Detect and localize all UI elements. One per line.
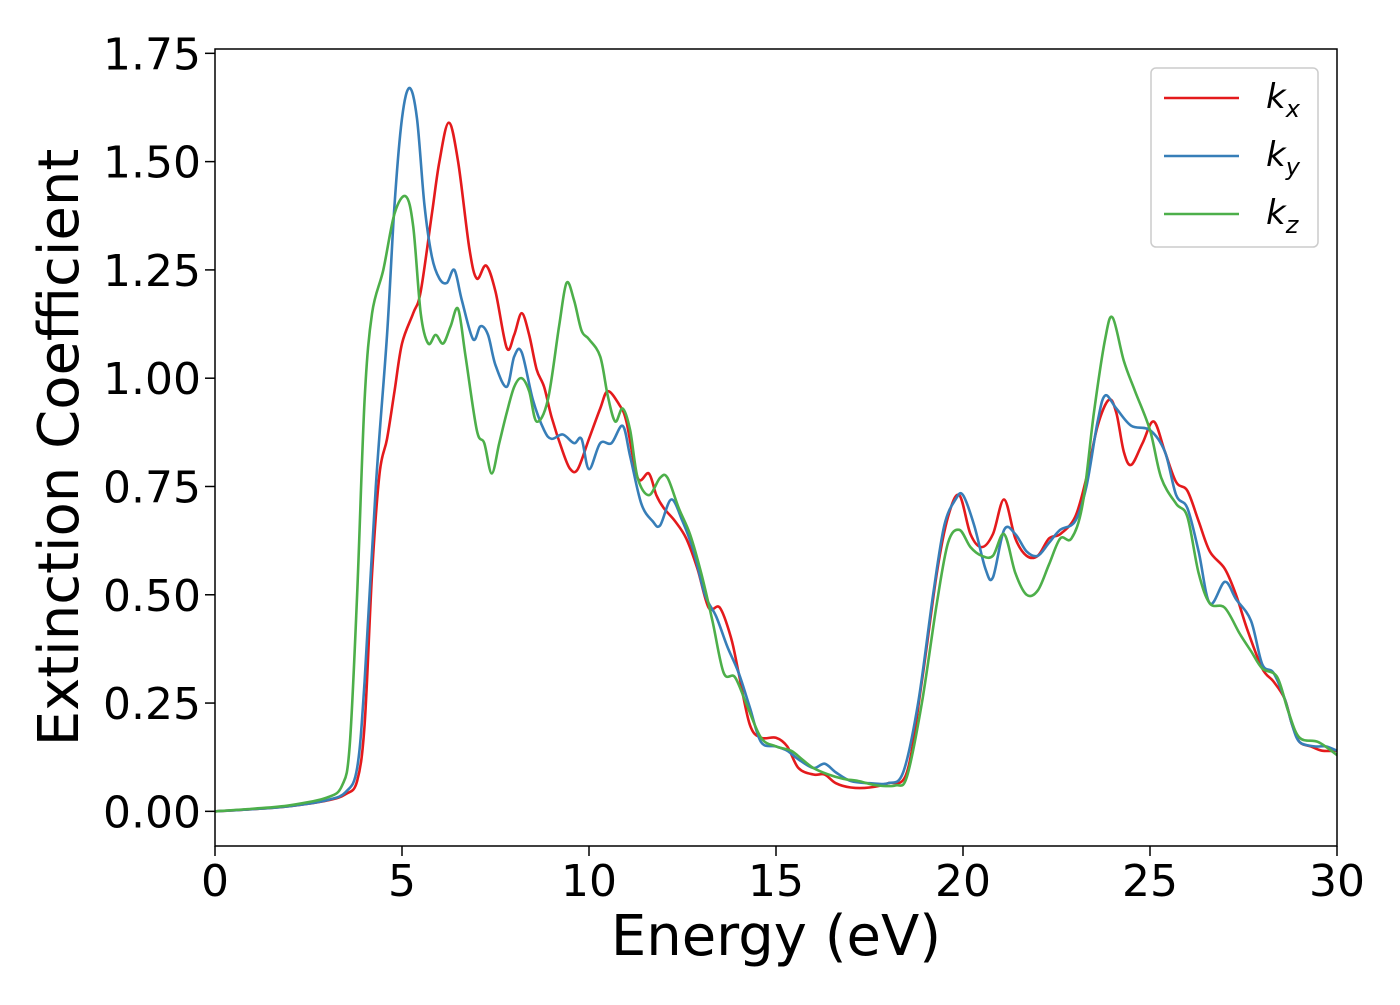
- legend-label-y: ky: [1266, 135, 1301, 181]
- series-line-y: [215, 86, 1337, 813]
- x-tick-label: 0: [201, 856, 229, 907]
- y-tick-label: 1.75: [103, 29, 201, 80]
- y-tick-label: 0.75: [103, 462, 201, 513]
- legend-frame: [1150, 67, 1319, 248]
- series-line-z: [215, 194, 1337, 813]
- x-axis-label: Energy (eV): [611, 904, 941, 969]
- x-tick-label: 25: [1122, 856, 1178, 907]
- y-axis-label: Extinction Coefficient: [27, 149, 92, 747]
- x-tick-label: 10: [561, 856, 617, 907]
- legend-label-x: kx: [1266, 77, 1301, 123]
- x-tick-label: 20: [935, 856, 991, 907]
- y-tick-label: 1.25: [103, 246, 201, 297]
- x-tick-label: 30: [1309, 856, 1365, 907]
- y-tick-label: 1.00: [103, 354, 201, 405]
- y-tick-label: 0.25: [103, 679, 201, 730]
- y-tick-label: 0.50: [103, 571, 201, 622]
- x-axis-ticks: 0 5 10 15 20 25 30: [201, 846, 1365, 907]
- series-layer: [215, 86, 1337, 813]
- legend-label-z: kz: [1266, 193, 1300, 239]
- x-tick-label: 15: [748, 856, 804, 907]
- y-axis-ticks: 0.00 0.25 0.50 0.75 1.00 1.25 1.50 1.75: [103, 29, 215, 838]
- legend: kx ky kz: [1150, 67, 1319, 248]
- y-tick-label: 0.00: [103, 787, 201, 838]
- y-tick-label: 1.50: [103, 138, 201, 189]
- x-tick-label: 5: [388, 856, 416, 907]
